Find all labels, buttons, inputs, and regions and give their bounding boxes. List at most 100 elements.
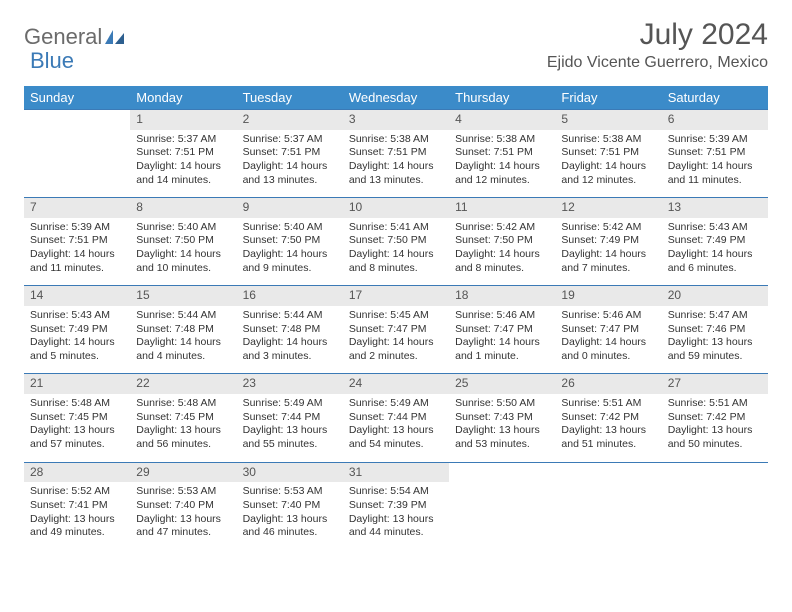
day-number-cell: 31 bbox=[343, 462, 449, 482]
daylight-text: Daylight: 13 hours and 55 minutes. bbox=[243, 424, 337, 451]
sunrise-text: Sunrise: 5:43 AM bbox=[30, 309, 124, 323]
day-number-cell: 26 bbox=[555, 374, 661, 394]
sunrise-text: Sunrise: 5:38 AM bbox=[349, 133, 443, 147]
sunrise-text: Sunrise: 5:49 AM bbox=[349, 397, 443, 411]
sunrise-text: Sunrise: 5:42 AM bbox=[561, 221, 655, 235]
day-number-cell: 10 bbox=[343, 198, 449, 218]
day-content-cell: Sunrise: 5:43 AMSunset: 7:49 PMDaylight:… bbox=[662, 218, 768, 286]
sunrise-text: Sunrise: 5:41 AM bbox=[349, 221, 443, 235]
day-number-row: 28293031 bbox=[24, 462, 768, 482]
calendar-body: 123456Sunrise: 5:37 AMSunset: 7:51 PMDay… bbox=[24, 110, 768, 550]
day-content-row: Sunrise: 5:48 AMSunset: 7:45 PMDaylight:… bbox=[24, 394, 768, 462]
day-number-cell: 22 bbox=[130, 374, 236, 394]
sunset-text: Sunset: 7:50 PM bbox=[349, 234, 443, 248]
daylight-text: Daylight: 13 hours and 49 minutes. bbox=[30, 513, 124, 540]
weekday-header: Tuesday bbox=[237, 86, 343, 110]
header: General July 2024 Ejido Vicente Guerrero… bbox=[24, 18, 768, 72]
day-content-cell: Sunrise: 5:38 AMSunset: 7:51 PMDaylight:… bbox=[449, 130, 555, 198]
day-number-cell: 28 bbox=[24, 462, 130, 482]
sunrise-text: Sunrise: 5:39 AM bbox=[668, 133, 762, 147]
sunset-text: Sunset: 7:44 PM bbox=[349, 411, 443, 425]
sunset-text: Sunset: 7:44 PM bbox=[243, 411, 337, 425]
sunset-text: Sunset: 7:49 PM bbox=[668, 234, 762, 248]
sunset-text: Sunset: 7:51 PM bbox=[668, 146, 762, 160]
day-content-cell: Sunrise: 5:46 AMSunset: 7:47 PMDaylight:… bbox=[555, 306, 661, 374]
sunset-text: Sunset: 7:51 PM bbox=[136, 146, 230, 160]
day-number-cell: 15 bbox=[130, 286, 236, 306]
daylight-text: Daylight: 13 hours and 53 minutes. bbox=[455, 424, 549, 451]
sunrise-text: Sunrise: 5:43 AM bbox=[668, 221, 762, 235]
sunrise-text: Sunrise: 5:40 AM bbox=[243, 221, 337, 235]
day-number-cell: 20 bbox=[662, 286, 768, 306]
day-number-cell: 16 bbox=[237, 286, 343, 306]
day-number-cell: 5 bbox=[555, 110, 661, 130]
day-content-cell: Sunrise: 5:39 AMSunset: 7:51 PMDaylight:… bbox=[24, 218, 130, 286]
sunrise-text: Sunrise: 5:37 AM bbox=[136, 133, 230, 147]
sunset-text: Sunset: 7:51 PM bbox=[349, 146, 443, 160]
day-content-cell: Sunrise: 5:40 AMSunset: 7:50 PMDaylight:… bbox=[130, 218, 236, 286]
logo-text-general: General bbox=[24, 24, 102, 50]
calendar-table: Sunday Monday Tuesday Wednesday Thursday… bbox=[24, 86, 768, 550]
day-number-cell: 23 bbox=[237, 374, 343, 394]
sunset-text: Sunset: 7:51 PM bbox=[561, 146, 655, 160]
sunrise-text: Sunrise: 5:46 AM bbox=[455, 309, 549, 323]
daylight-text: Daylight: 13 hours and 59 minutes. bbox=[668, 336, 762, 363]
day-content-cell: Sunrise: 5:54 AMSunset: 7:39 PMDaylight:… bbox=[343, 482, 449, 550]
weekday-header: Sunday bbox=[24, 86, 130, 110]
day-content-row: Sunrise: 5:37 AMSunset: 7:51 PMDaylight:… bbox=[24, 130, 768, 198]
daylight-text: Daylight: 14 hours and 8 minutes. bbox=[455, 248, 549, 275]
sunrise-text: Sunrise: 5:45 AM bbox=[349, 309, 443, 323]
daylight-text: Daylight: 13 hours and 57 minutes. bbox=[30, 424, 124, 451]
day-number-cell bbox=[662, 462, 768, 482]
sunset-text: Sunset: 7:50 PM bbox=[455, 234, 549, 248]
day-number-cell: 30 bbox=[237, 462, 343, 482]
sunset-text: Sunset: 7:42 PM bbox=[561, 411, 655, 425]
day-number-cell: 7 bbox=[24, 198, 130, 218]
sunset-text: Sunset: 7:47 PM bbox=[455, 323, 549, 337]
day-content-cell: Sunrise: 5:49 AMSunset: 7:44 PMDaylight:… bbox=[237, 394, 343, 462]
day-content-cell: Sunrise: 5:39 AMSunset: 7:51 PMDaylight:… bbox=[662, 130, 768, 198]
daylight-text: Daylight: 14 hours and 2 minutes. bbox=[349, 336, 443, 363]
sunset-text: Sunset: 7:45 PM bbox=[136, 411, 230, 425]
day-number-cell: 13 bbox=[662, 198, 768, 218]
sunset-text: Sunset: 7:50 PM bbox=[136, 234, 230, 248]
day-content-row: Sunrise: 5:52 AMSunset: 7:41 PMDaylight:… bbox=[24, 482, 768, 550]
day-number-cell: 12 bbox=[555, 198, 661, 218]
day-number-row: 14151617181920 bbox=[24, 286, 768, 306]
day-content-cell: Sunrise: 5:41 AMSunset: 7:50 PMDaylight:… bbox=[343, 218, 449, 286]
sunrise-text: Sunrise: 5:47 AM bbox=[668, 309, 762, 323]
day-content-cell: Sunrise: 5:42 AMSunset: 7:50 PMDaylight:… bbox=[449, 218, 555, 286]
daylight-text: Daylight: 14 hours and 14 minutes. bbox=[136, 160, 230, 187]
daylight-text: Daylight: 14 hours and 9 minutes. bbox=[243, 248, 337, 275]
daylight-text: Daylight: 13 hours and 56 minutes. bbox=[136, 424, 230, 451]
daylight-text: Daylight: 14 hours and 3 minutes. bbox=[243, 336, 337, 363]
sunset-text: Sunset: 7:50 PM bbox=[243, 234, 337, 248]
sunrise-text: Sunrise: 5:54 AM bbox=[349, 485, 443, 499]
daylight-text: Daylight: 14 hours and 12 minutes. bbox=[455, 160, 549, 187]
sunset-text: Sunset: 7:43 PM bbox=[455, 411, 549, 425]
day-content-cell: Sunrise: 5:37 AMSunset: 7:51 PMDaylight:… bbox=[130, 130, 236, 198]
day-number-cell: 2 bbox=[237, 110, 343, 130]
sunset-text: Sunset: 7:48 PM bbox=[243, 323, 337, 337]
day-content-cell: Sunrise: 5:44 AMSunset: 7:48 PMDaylight:… bbox=[237, 306, 343, 374]
day-content-cell: Sunrise: 5:49 AMSunset: 7:44 PMDaylight:… bbox=[343, 394, 449, 462]
daylight-text: Daylight: 13 hours and 54 minutes. bbox=[349, 424, 443, 451]
weekday-header-row: Sunday Monday Tuesday Wednesday Thursday… bbox=[24, 86, 768, 110]
daylight-text: Daylight: 13 hours and 44 minutes. bbox=[349, 513, 443, 540]
daylight-text: Daylight: 14 hours and 5 minutes. bbox=[30, 336, 124, 363]
sunrise-text: Sunrise: 5:50 AM bbox=[455, 397, 549, 411]
sunset-text: Sunset: 7:49 PM bbox=[30, 323, 124, 337]
sunrise-text: Sunrise: 5:48 AM bbox=[30, 397, 124, 411]
weekday-header: Monday bbox=[130, 86, 236, 110]
sunrise-text: Sunrise: 5:40 AM bbox=[136, 221, 230, 235]
sunset-text: Sunset: 7:47 PM bbox=[349, 323, 443, 337]
day-number-cell: 9 bbox=[237, 198, 343, 218]
day-number-cell bbox=[449, 462, 555, 482]
logo-text-blue: Blue bbox=[30, 48, 74, 74]
day-content-cell: Sunrise: 5:53 AMSunset: 7:40 PMDaylight:… bbox=[237, 482, 343, 550]
day-number-cell: 1 bbox=[130, 110, 236, 130]
sunrise-text: Sunrise: 5:38 AM bbox=[561, 133, 655, 147]
sunset-text: Sunset: 7:48 PM bbox=[136, 323, 230, 337]
sunset-text: Sunset: 7:47 PM bbox=[561, 323, 655, 337]
day-content-cell: Sunrise: 5:50 AMSunset: 7:43 PMDaylight:… bbox=[449, 394, 555, 462]
